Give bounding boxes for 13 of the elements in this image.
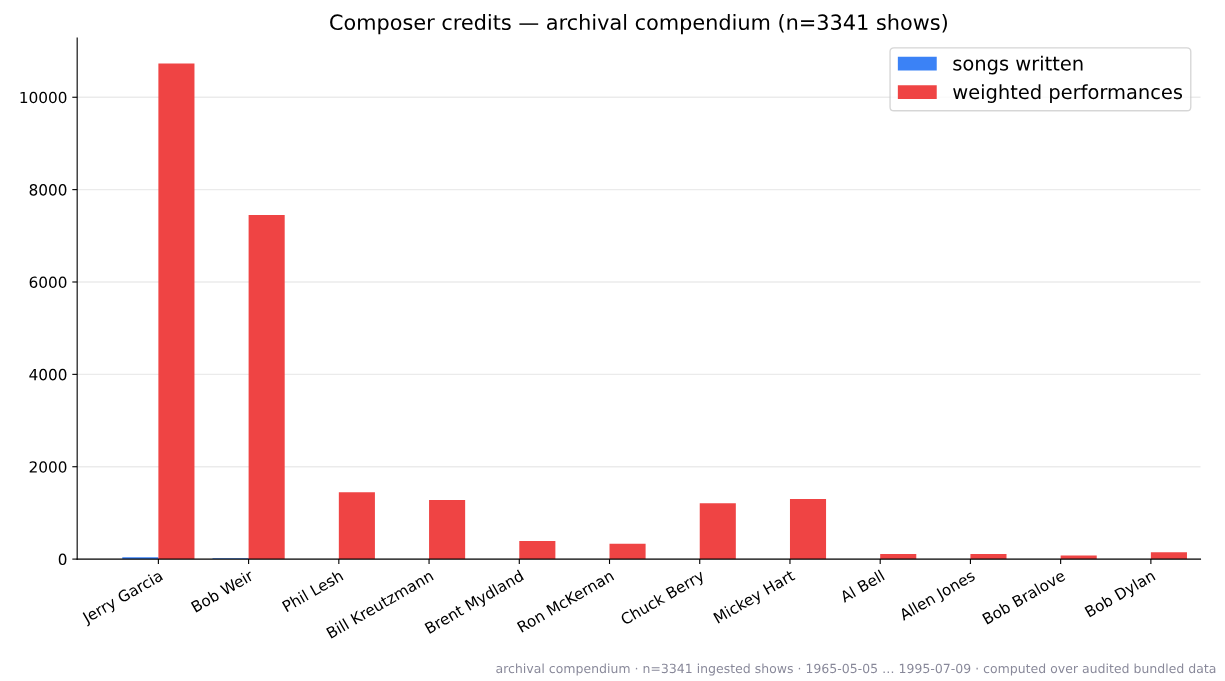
text: archival compendium · n=3341 ingested shows · 1965-05-05 … 1995-07-09 · computed over audited bundled data — [496, 663, 1216, 676]
legend-label: songs written — [953, 55, 1083, 75]
x-tick-label: Al Bell — [838, 569, 885, 603]
x-tick-label: Phil Lesh — [281, 569, 344, 613]
chart-title: Composer credits — archival compendium (n=3341 shows) — [330, 13, 947, 35]
y-tick-label: 6000 — [29, 276, 67, 289]
y-tick-label: 0 — [58, 553, 67, 566]
x-tick-label: Bob Weir — [190, 568, 255, 613]
legend-label: weighted performances — [953, 84, 1183, 103]
y-tick-label: 2000 — [29, 461, 67, 473]
y-tick-label: 10000 — [20, 91, 67, 104]
y-tick-label: 8000 — [29, 184, 67, 196]
y-tick-label: 4000 — [29, 368, 67, 381]
